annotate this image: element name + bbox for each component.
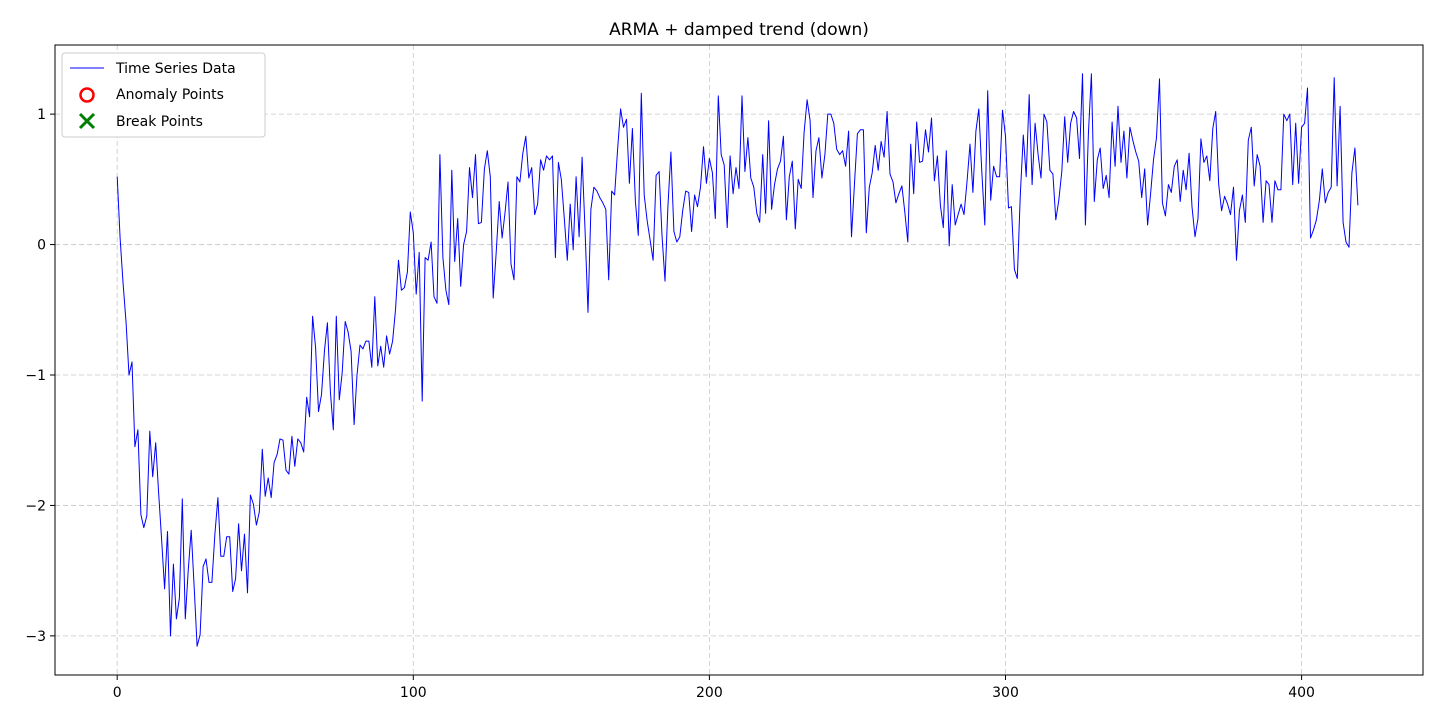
x-tick-label: 200 <box>696 685 723 701</box>
legend: Time Series Data Anomaly Points Break Po… <box>61 52 266 138</box>
chart-title: ARMA + damped trend (down) <box>609 20 869 40</box>
x-tick-label: 300 <box>992 685 1019 701</box>
y-axis: −3 −2 −1 0 1 <box>25 107 55 645</box>
legend-label-time-series: Time Series Data <box>115 61 236 77</box>
series-line-time-series-data <box>116 73 1359 647</box>
legend-label-break: Break Points <box>116 114 203 130</box>
y-tick-label: −1 <box>25 368 46 384</box>
series-layer <box>116 73 1359 647</box>
y-tick-label: −3 <box>25 629 46 645</box>
x-tick-label: 0 <box>113 685 122 701</box>
x-tick-label: 400 <box>1288 685 1315 701</box>
grid <box>55 45 1423 675</box>
x-tick-label: 100 <box>400 685 427 701</box>
legend-x-marker <box>78 112 96 130</box>
y-tick-label: 1 <box>37 107 46 123</box>
y-tick-label: −2 <box>25 498 46 514</box>
legend-label-anomaly: Anomaly Points <box>116 87 224 103</box>
x-axis: 0 100 200 300 400 <box>113 675 1315 701</box>
y-tick-label: 0 <box>37 238 46 254</box>
legend-circle-marker <box>79 87 95 103</box>
legend-box <box>61 52 266 138</box>
plot-frame <box>54 44 1424 676</box>
